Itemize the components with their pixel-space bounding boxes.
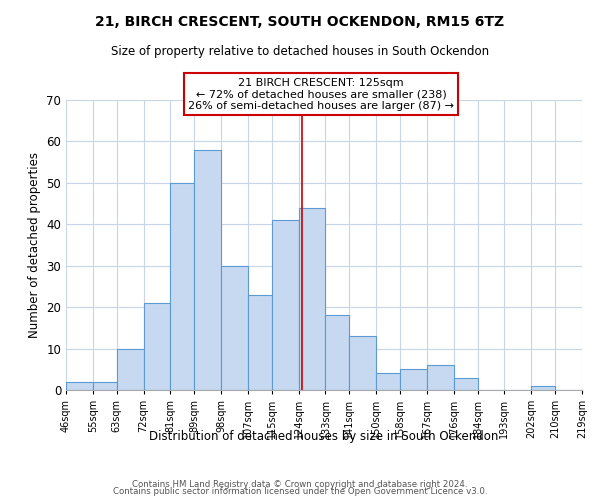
Text: Distribution of detached houses by size in South Ockendon: Distribution of detached houses by size … (149, 430, 499, 443)
Text: Contains HM Land Registry data © Crown copyright and database right 2024.: Contains HM Land Registry data © Crown c… (132, 480, 468, 489)
Bar (325, 316, 349, 390)
Bar (299, 208, 325, 390)
Bar (66, 382, 93, 390)
Y-axis label: Number of detached properties: Number of detached properties (28, 152, 41, 338)
Bar (349, 336, 376, 390)
Bar (170, 183, 194, 390)
Bar (427, 365, 454, 390)
Bar (454, 378, 478, 390)
Bar (248, 294, 272, 390)
Bar (117, 348, 143, 390)
Text: 21, BIRCH CRESCENT, SOUTH OCKENDON, RM15 6TZ: 21, BIRCH CRESCENT, SOUTH OCKENDON, RM15… (95, 15, 505, 29)
Bar (400, 370, 427, 390)
Bar (272, 220, 299, 390)
Bar (93, 382, 117, 390)
Text: 21 BIRCH CRESCENT: 125sqm
← 72% of detached houses are smaller (238)
26% of semi: 21 BIRCH CRESCENT: 125sqm ← 72% of detac… (188, 78, 454, 110)
Bar (143, 303, 170, 390)
Bar (376, 374, 400, 390)
Bar (221, 266, 248, 390)
Bar (531, 386, 555, 390)
Bar (194, 150, 221, 390)
Text: Contains public sector information licensed under the Open Government Licence v3: Contains public sector information licen… (113, 488, 487, 496)
Text: Size of property relative to detached houses in South Ockendon: Size of property relative to detached ho… (111, 45, 489, 58)
